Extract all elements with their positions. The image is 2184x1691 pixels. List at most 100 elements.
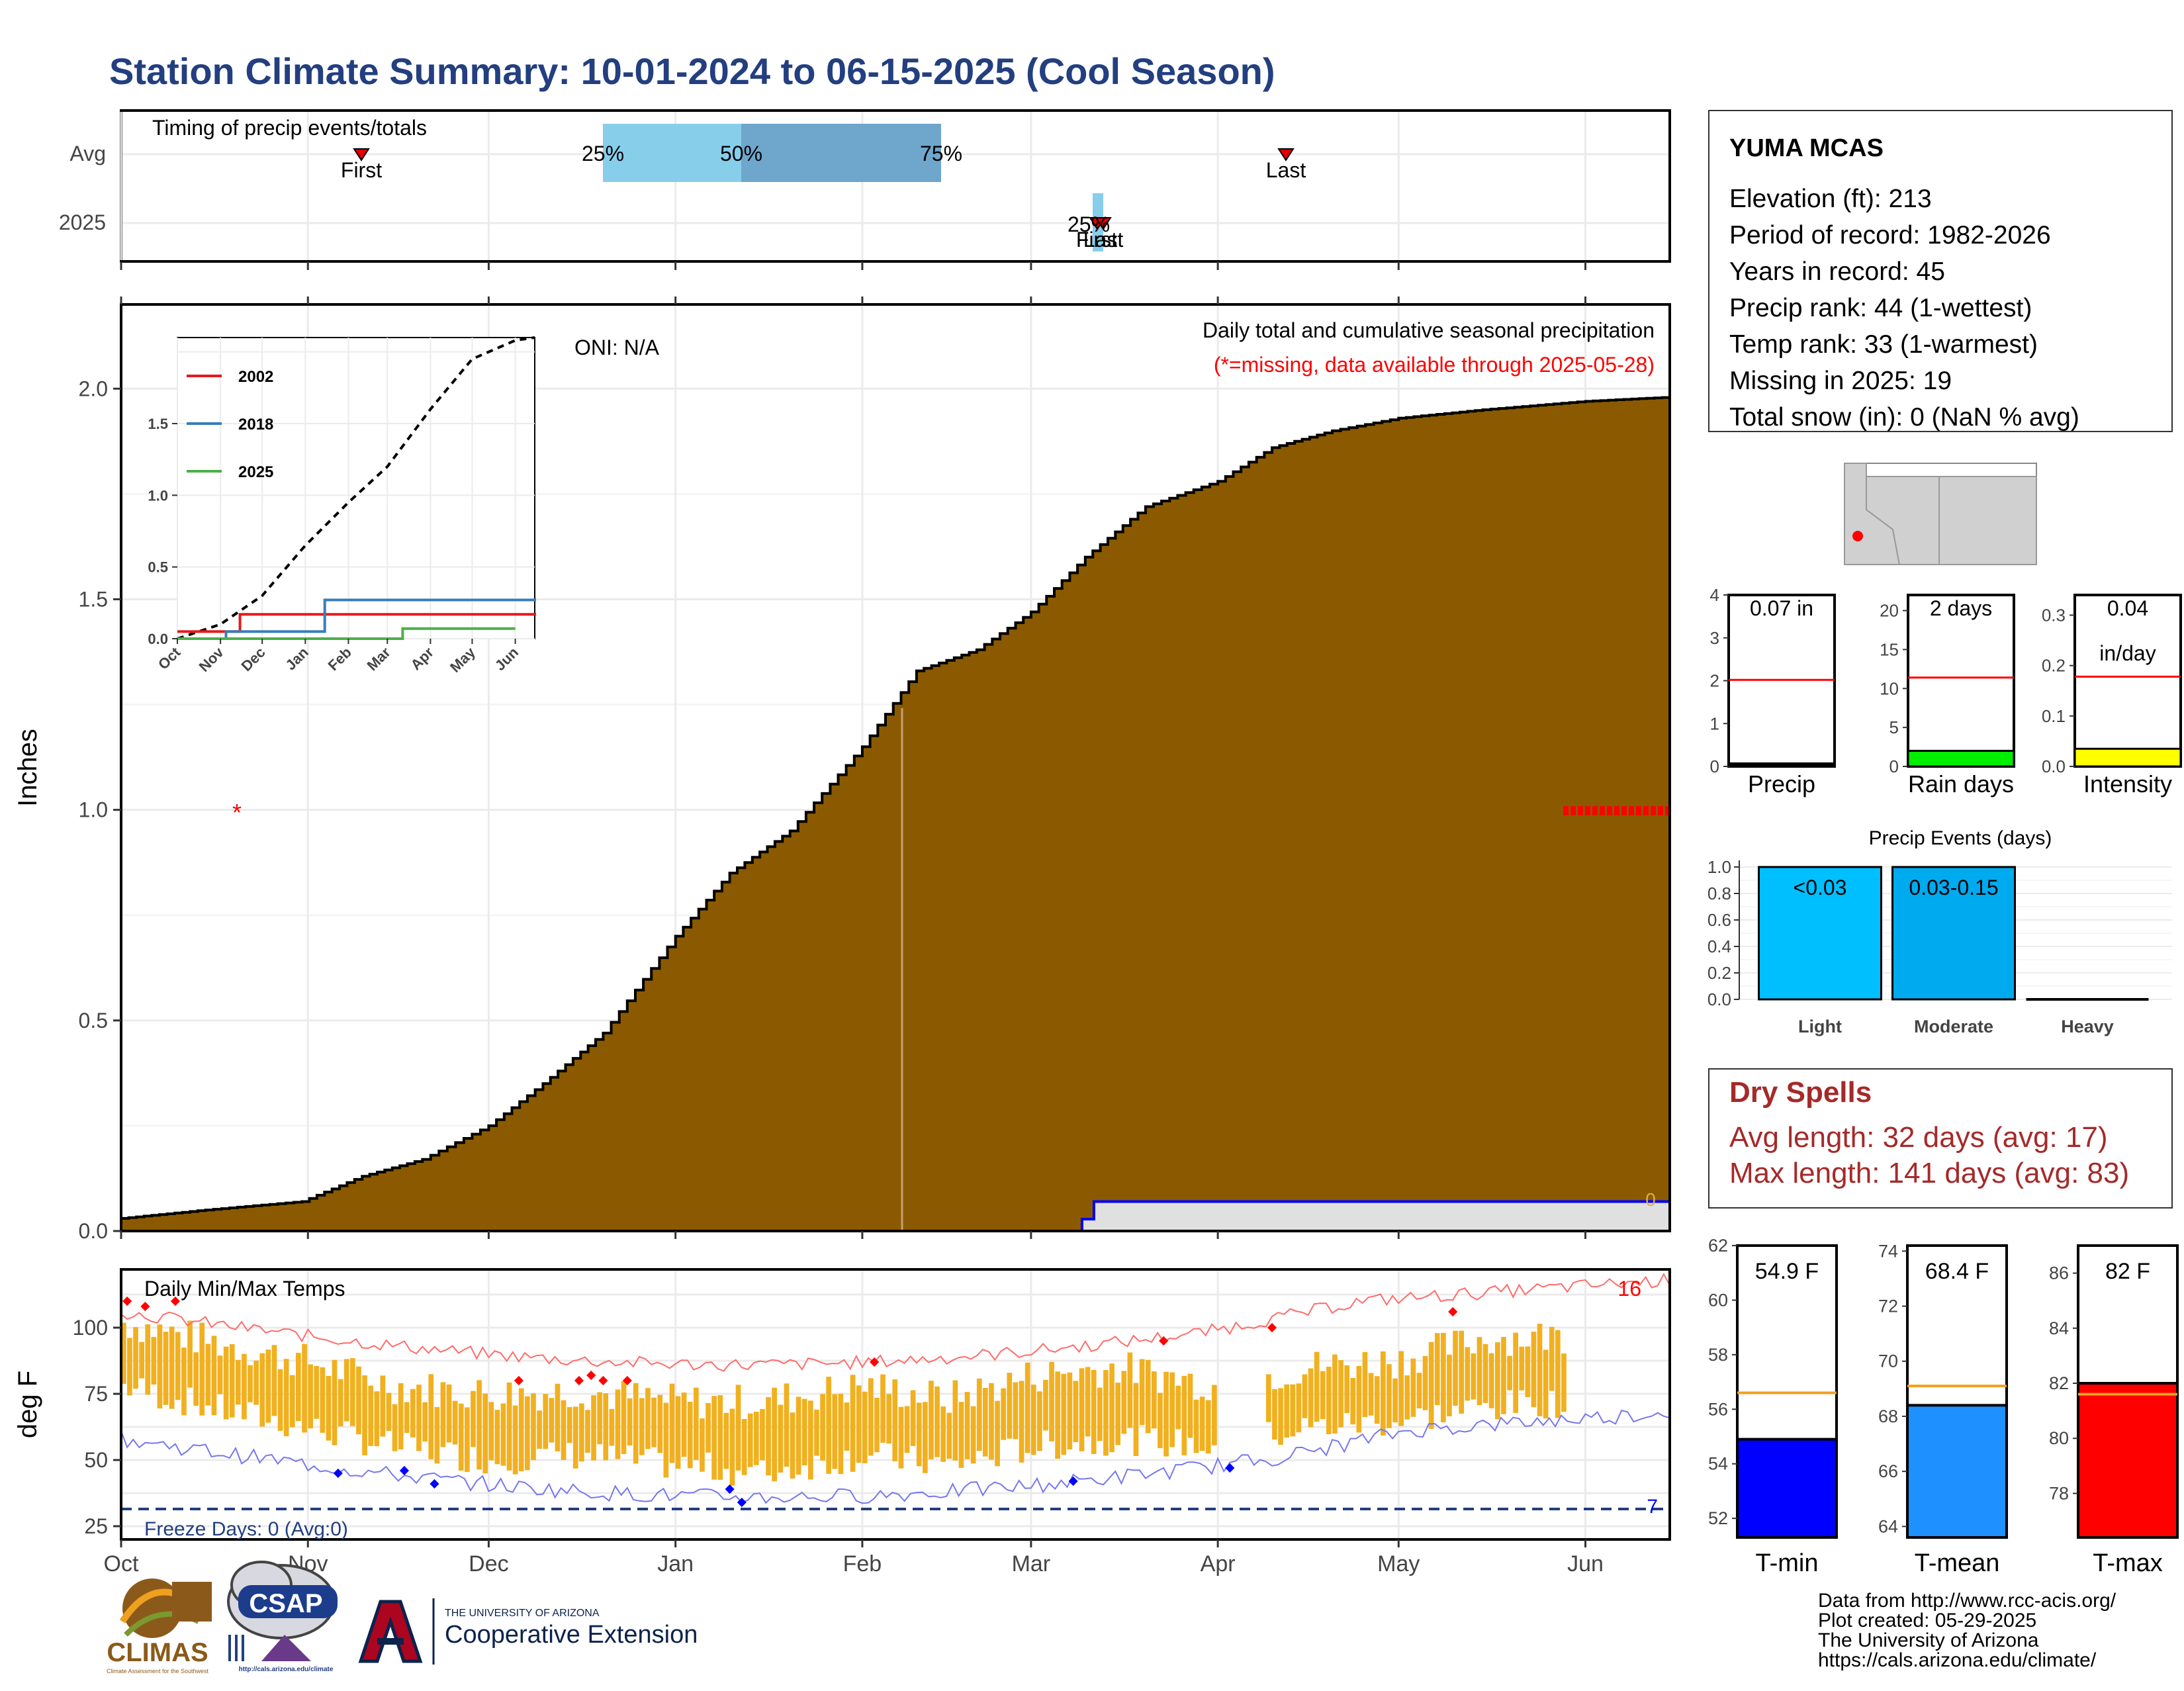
daily-temp-bar [790, 1412, 796, 1479]
daily-temp-bar [416, 1385, 422, 1451]
events-ytick-label: 0.8 [1707, 884, 1731, 903]
ua-logo-top: THE UNIVERSITY OF ARIZONA [445, 1608, 600, 1619]
footer-line-2: Plot created: 05-29-2025 [1818, 1610, 2036, 1631]
daily-temp-bar [1302, 1374, 1308, 1418]
mini-bar-tick: 1 [1710, 713, 1719, 733]
mini-bar-tick: 20 [1880, 601, 1899, 621]
daily-temp-bar [1019, 1381, 1024, 1463]
mini-bar-precip: 0.07 in Precip 0 1 2 3 4 [1710, 585, 1836, 798]
state-new-mexico [1938, 476, 2037, 565]
daily-temp-bar [1513, 1332, 1518, 1413]
temp-summary-tick: 58 [1708, 1345, 1728, 1365]
mini-bar-fill [1907, 749, 2015, 768]
daily-temp-bar [609, 1408, 615, 1446]
avg-q75-label: 75% [920, 142, 962, 165]
daily-temp-bar [1115, 1383, 1120, 1445]
mini-bar-tick: 5 [1889, 717, 1899, 737]
daily-temp-bar [531, 1393, 536, 1461]
daily-temp-bar [1350, 1378, 1356, 1425]
daily-temp-bar [265, 1349, 271, 1423]
daily-temp-bar [1525, 1346, 1531, 1397]
daily-temp-bar [1338, 1360, 1343, 1428]
daily-temp-bar [193, 1352, 199, 1406]
daily-temp-bar [784, 1383, 790, 1467]
daily-temp-bar [1441, 1332, 1446, 1422]
daily-temp-bar [1477, 1337, 1482, 1406]
daily-temp-bar [886, 1394, 891, 1444]
daily-temp-bar [277, 1369, 283, 1431]
current-first-label: First [1076, 228, 1117, 251]
temp-summary-tick: 54 [1708, 1454, 1728, 1474]
event-category-label: Heavy [2061, 1017, 2114, 1036]
daily-temp-bar [271, 1345, 277, 1416]
temp-xtick-label: May [1377, 1551, 1420, 1577]
daily-temp-bar [687, 1401, 693, 1469]
daily-temp-bar [1290, 1384, 1296, 1437]
daily-temp-bar [175, 1332, 181, 1400]
daily-temp-bar [1296, 1383, 1302, 1433]
station-info-line: Total snow (in): 0 (NaN % avg) [1729, 403, 2079, 432]
temp-summary-tick: 70 [1878, 1351, 1898, 1371]
inset-legend-label: 2025 [238, 463, 273, 481]
current-q-label: 25% [1068, 212, 1110, 236]
daily-temp-bar [157, 1324, 163, 1409]
daily-temp-bar [1314, 1351, 1320, 1422]
daily-temp-bar [657, 1394, 663, 1453]
climas-logo: CLIMAS Climate Assessment for the Southw… [107, 1578, 212, 1674]
temp-chart: Daily Min/Max Temps Freeze Days: 0 (Avg:… [13, 1268, 1671, 1577]
station-info-line: Period of record: 1982-2026 [1729, 221, 2051, 250]
daily-temp-bar [326, 1375, 332, 1441]
daily-temp-bar [1152, 1371, 1157, 1429]
csap-logo: CSAP http://cals.arizona.edu/climate [227, 1561, 338, 1673]
daily-temp-bar [242, 1353, 247, 1420]
climas-logo-text: CLIMAS [107, 1638, 208, 1667]
daily-temp-bar [904, 1406, 910, 1453]
daily-temp-bar [934, 1386, 940, 1457]
temp-ytick-label: 50 [84, 1448, 108, 1472]
events-ytick-label: 0.2 [1707, 963, 1731, 983]
daily-temp-bar [627, 1398, 633, 1446]
daily-temp-bar [525, 1396, 530, 1471]
dry-spells-max: Max length: 141 days (avg: 83) [1729, 1157, 2129, 1189]
daily-temp-bar [940, 1406, 946, 1462]
temp-summary-tick: 56 [1708, 1399, 1728, 1419]
daily-temp-bar [1531, 1332, 1537, 1408]
daily-temp-bar [549, 1398, 555, 1443]
daily-temp-bar [946, 1412, 952, 1459]
daily-temp-bar [838, 1393, 844, 1475]
daily-temp-bar [717, 1395, 723, 1480]
event-bar-light [1758, 866, 1882, 1001]
daily-temp-bar [1488, 1353, 1494, 1408]
daily-temp-bar [591, 1395, 596, 1461]
daily-temp-bar [723, 1412, 729, 1469]
daily-temp-bar [651, 1397, 657, 1447]
daily-temp-bar [754, 1412, 759, 1465]
daily-temp-bar [512, 1405, 518, 1475]
daily-temp-bar [1326, 1367, 1332, 1434]
daily-temp-bar [705, 1402, 711, 1453]
daily-temp-bar [555, 1383, 561, 1451]
daily-temp-bar [133, 1327, 138, 1389]
daily-temp-bar [1030, 1385, 1036, 1455]
station-location-dot [1852, 531, 1863, 541]
mini-bar-fill [1727, 762, 1836, 768]
daily-temp-bar [1368, 1373, 1374, 1416]
daily-temp-bar [1024, 1362, 1030, 1453]
daily-temp-bar [814, 1409, 819, 1456]
daily-temp-bar [236, 1359, 241, 1405]
temp-summary-value: 68.4 F [1925, 1259, 1989, 1284]
daily-temp-bar [970, 1406, 976, 1464]
daily-temp-bar [1284, 1384, 1289, 1438]
events-ytick-label: 1.0 [1707, 857, 1731, 877]
daily-temp-bar [380, 1375, 386, 1437]
mini-bar-tick: 0.3 [2042, 605, 2066, 625]
inset-line-2002 [177, 613, 536, 633]
mini-bar-value: 0.07 in [1750, 596, 1813, 620]
daily-temp-bar [151, 1337, 157, 1385]
daily-temp-bar [989, 1383, 994, 1460]
daily-temp-bar [1061, 1373, 1067, 1455]
record-high-marker [140, 1301, 150, 1312]
temp-summary-label: T-min [1756, 1549, 1819, 1577]
daily-temp-bar [187, 1320, 193, 1388]
